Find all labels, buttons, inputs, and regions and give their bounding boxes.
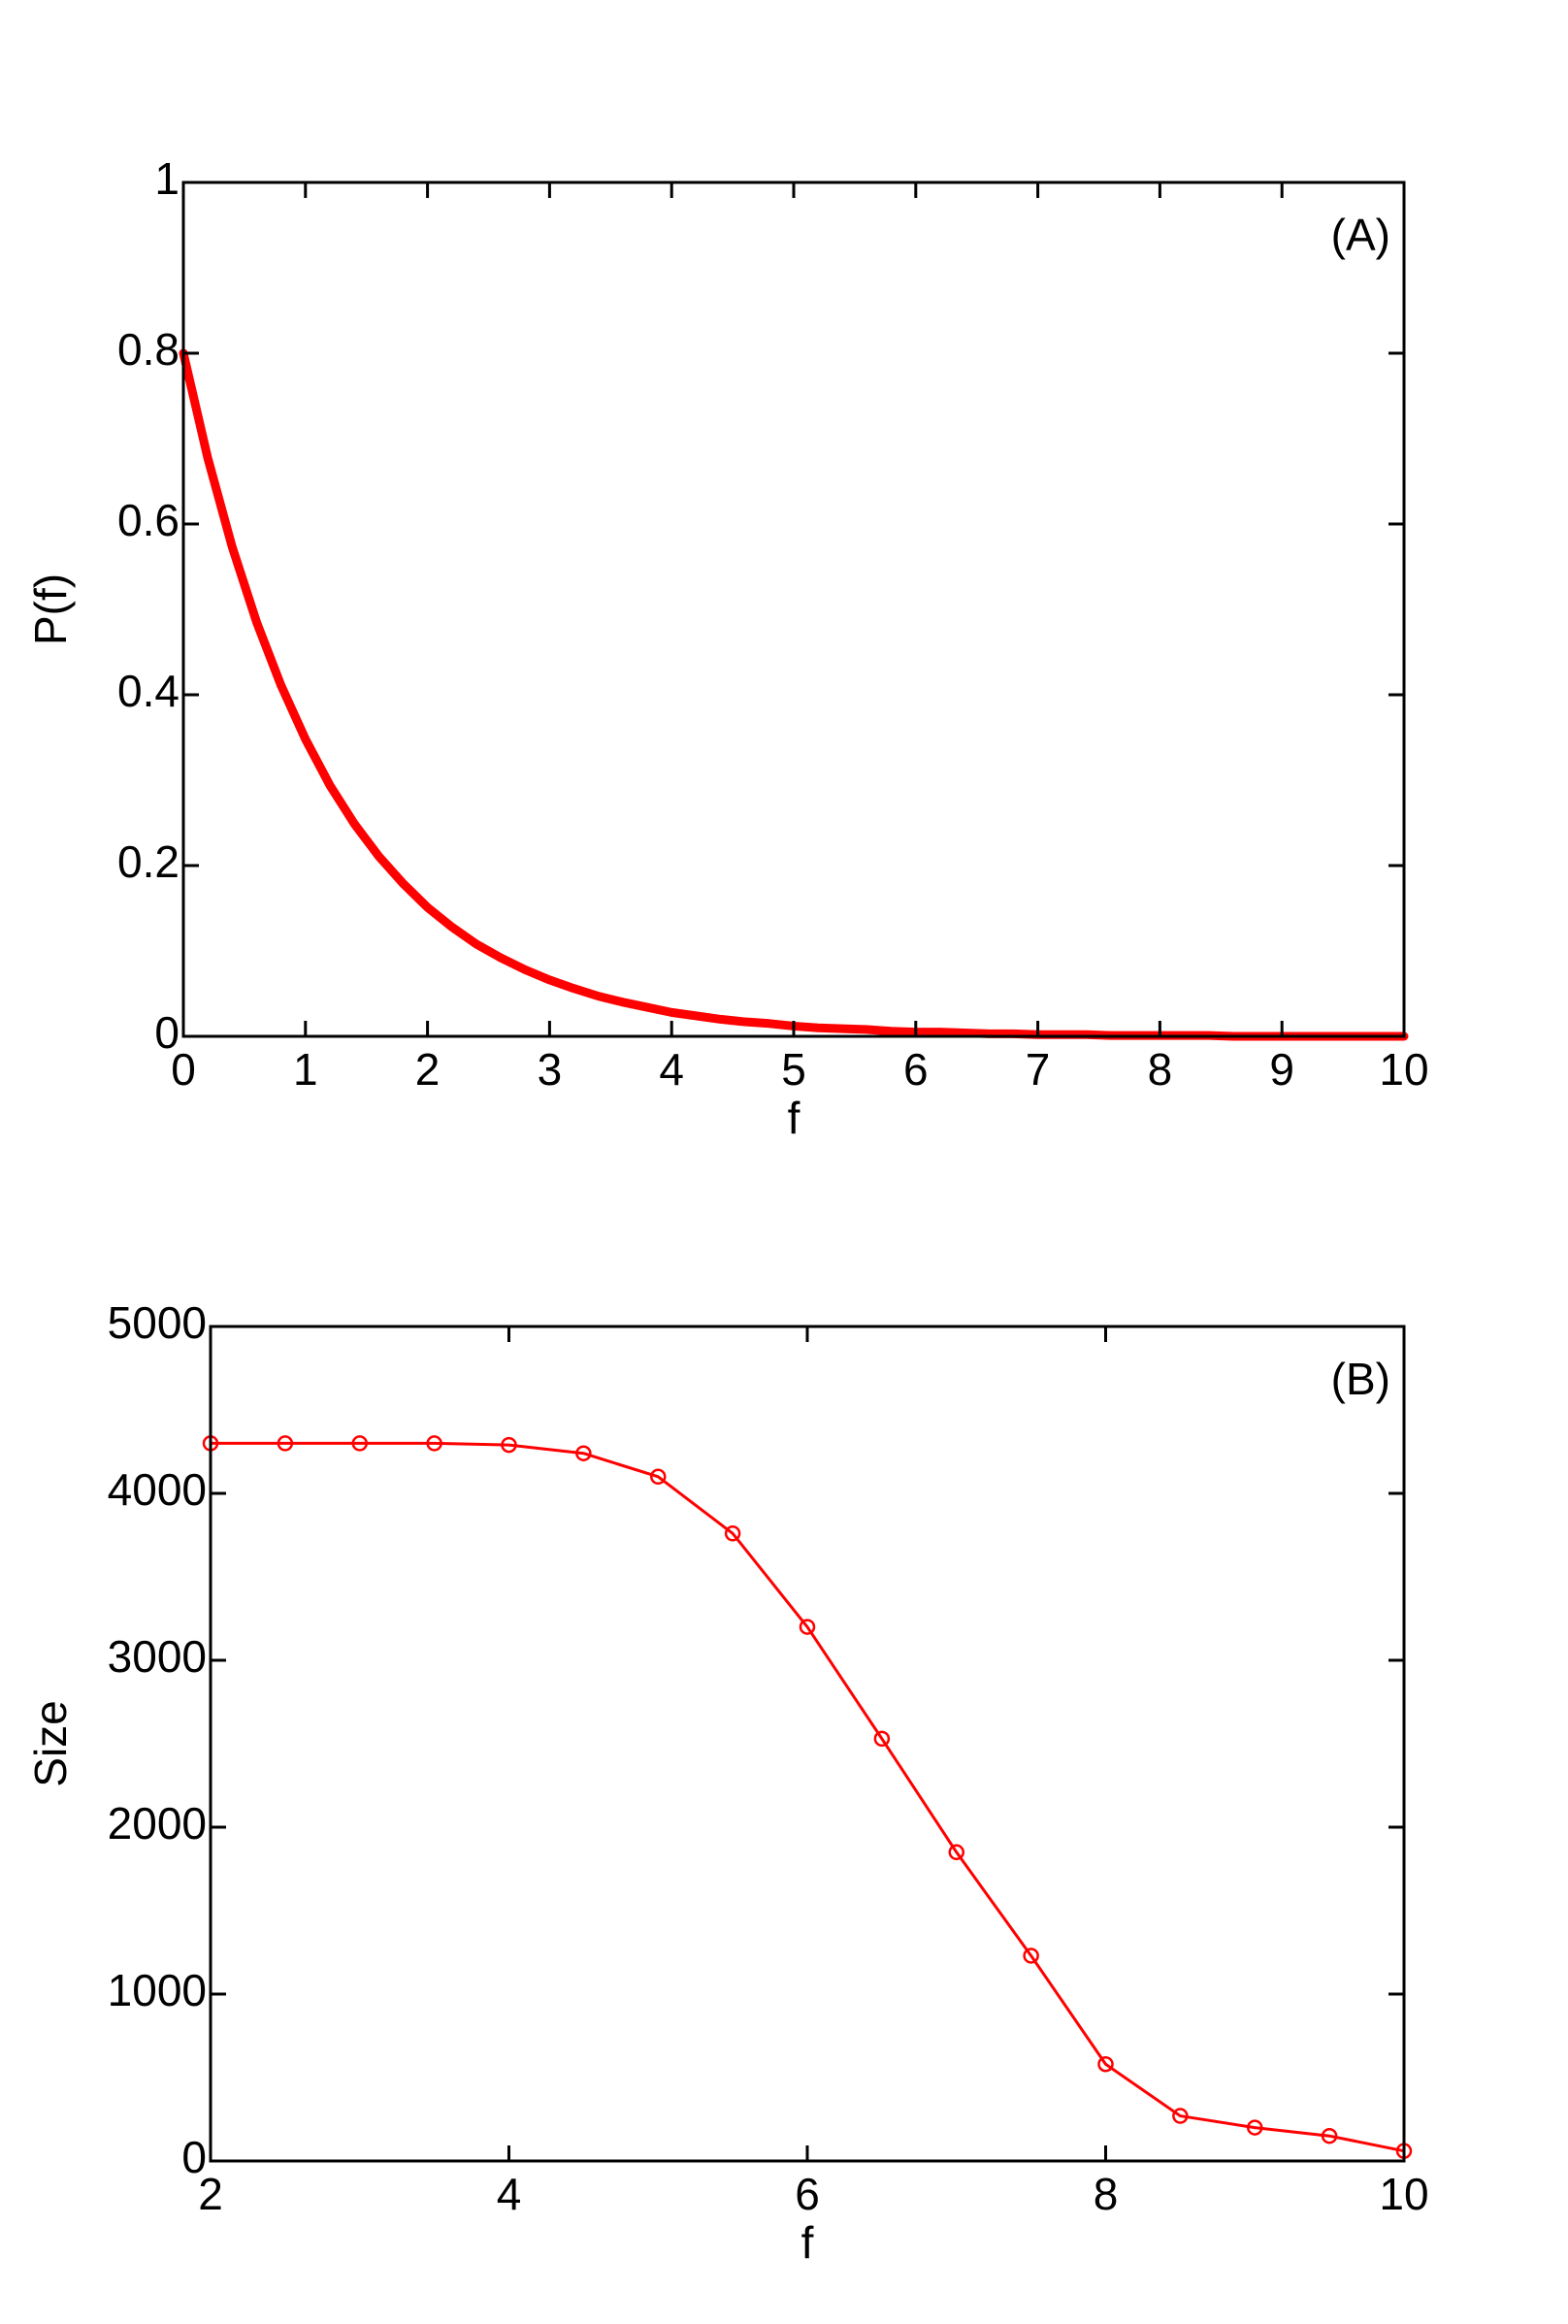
data-marker (501, 1436, 517, 1454)
data-line (179, 348, 1409, 1041)
data-marker (724, 1525, 741, 1542)
y-tick-label: 3000 (108, 1631, 207, 1682)
x-axis-label: f (788, 1093, 800, 1143)
x-tick-label: 5 (781, 1044, 806, 1095)
y-tick-label: 1000 (108, 1965, 207, 2015)
x-tick-label: 1 (293, 1044, 318, 1095)
data-marker (1321, 2127, 1338, 2144)
data-line (209, 1441, 1406, 2153)
y-tick-label: 4000 (108, 1464, 207, 1515)
y-axis-label: P(f) (25, 573, 76, 645)
x-tick-label: 2 (198, 2169, 223, 2219)
x-tick-label: 7 (1026, 1044, 1051, 1095)
x-tick-label: 6 (903, 1044, 929, 1095)
y-tick-label: 0 (181, 2132, 207, 2182)
y-tick-label: 0.6 (117, 495, 180, 545)
data-marker (1247, 2119, 1263, 2136)
data-marker (650, 1468, 667, 1486)
x-tick-label: 4 (497, 2169, 522, 2219)
y-axis-label: Size (25, 1700, 76, 1786)
data-marker (351, 1435, 368, 1452)
x-tick-label: 9 (1269, 1044, 1294, 1095)
x-tick-label: 4 (659, 1044, 684, 1095)
data-marker (1097, 2055, 1114, 2073)
y-tick-label: 0.2 (117, 836, 180, 887)
x-tick-label: 8 (1094, 2169, 1119, 2219)
data-marker (277, 1435, 294, 1452)
data-marker (799, 1619, 816, 1635)
plot-frame (181, 180, 1406, 1038)
data-marker (948, 1844, 964, 1861)
panel-label: (B) (1331, 1354, 1390, 1404)
x-tick-label: 6 (795, 2169, 820, 2219)
x-tick-label: 2 (415, 1044, 441, 1095)
data-marker (1023, 1948, 1039, 1964)
x-tick-label: 10 (1379, 1044, 1428, 1095)
x-axis-label: f (801, 2217, 814, 2268)
x-tick-label: 3 (538, 1044, 563, 1095)
data-marker (575, 1445, 592, 1461)
y-tick-label: 0.8 (117, 324, 180, 375)
x-tick-label: 8 (1148, 1044, 1173, 1095)
x-tick-label: 0 (171, 1044, 196, 1095)
data-marker (1172, 2108, 1189, 2124)
y-tick-label: 2000 (108, 1798, 207, 1849)
data-marker (426, 1435, 442, 1452)
data-marker (873, 1730, 891, 1748)
plot-frame (209, 1325, 1406, 2163)
panel-label: (A) (1331, 210, 1390, 260)
y-tick-label: 1 (154, 153, 180, 204)
y-tick-label: 0.4 (117, 666, 180, 716)
x-tick-label: 10 (1379, 2169, 1428, 2219)
y-tick-label: 5000 (108, 1297, 207, 1348)
y-tick-label: 0 (154, 1007, 180, 1058)
